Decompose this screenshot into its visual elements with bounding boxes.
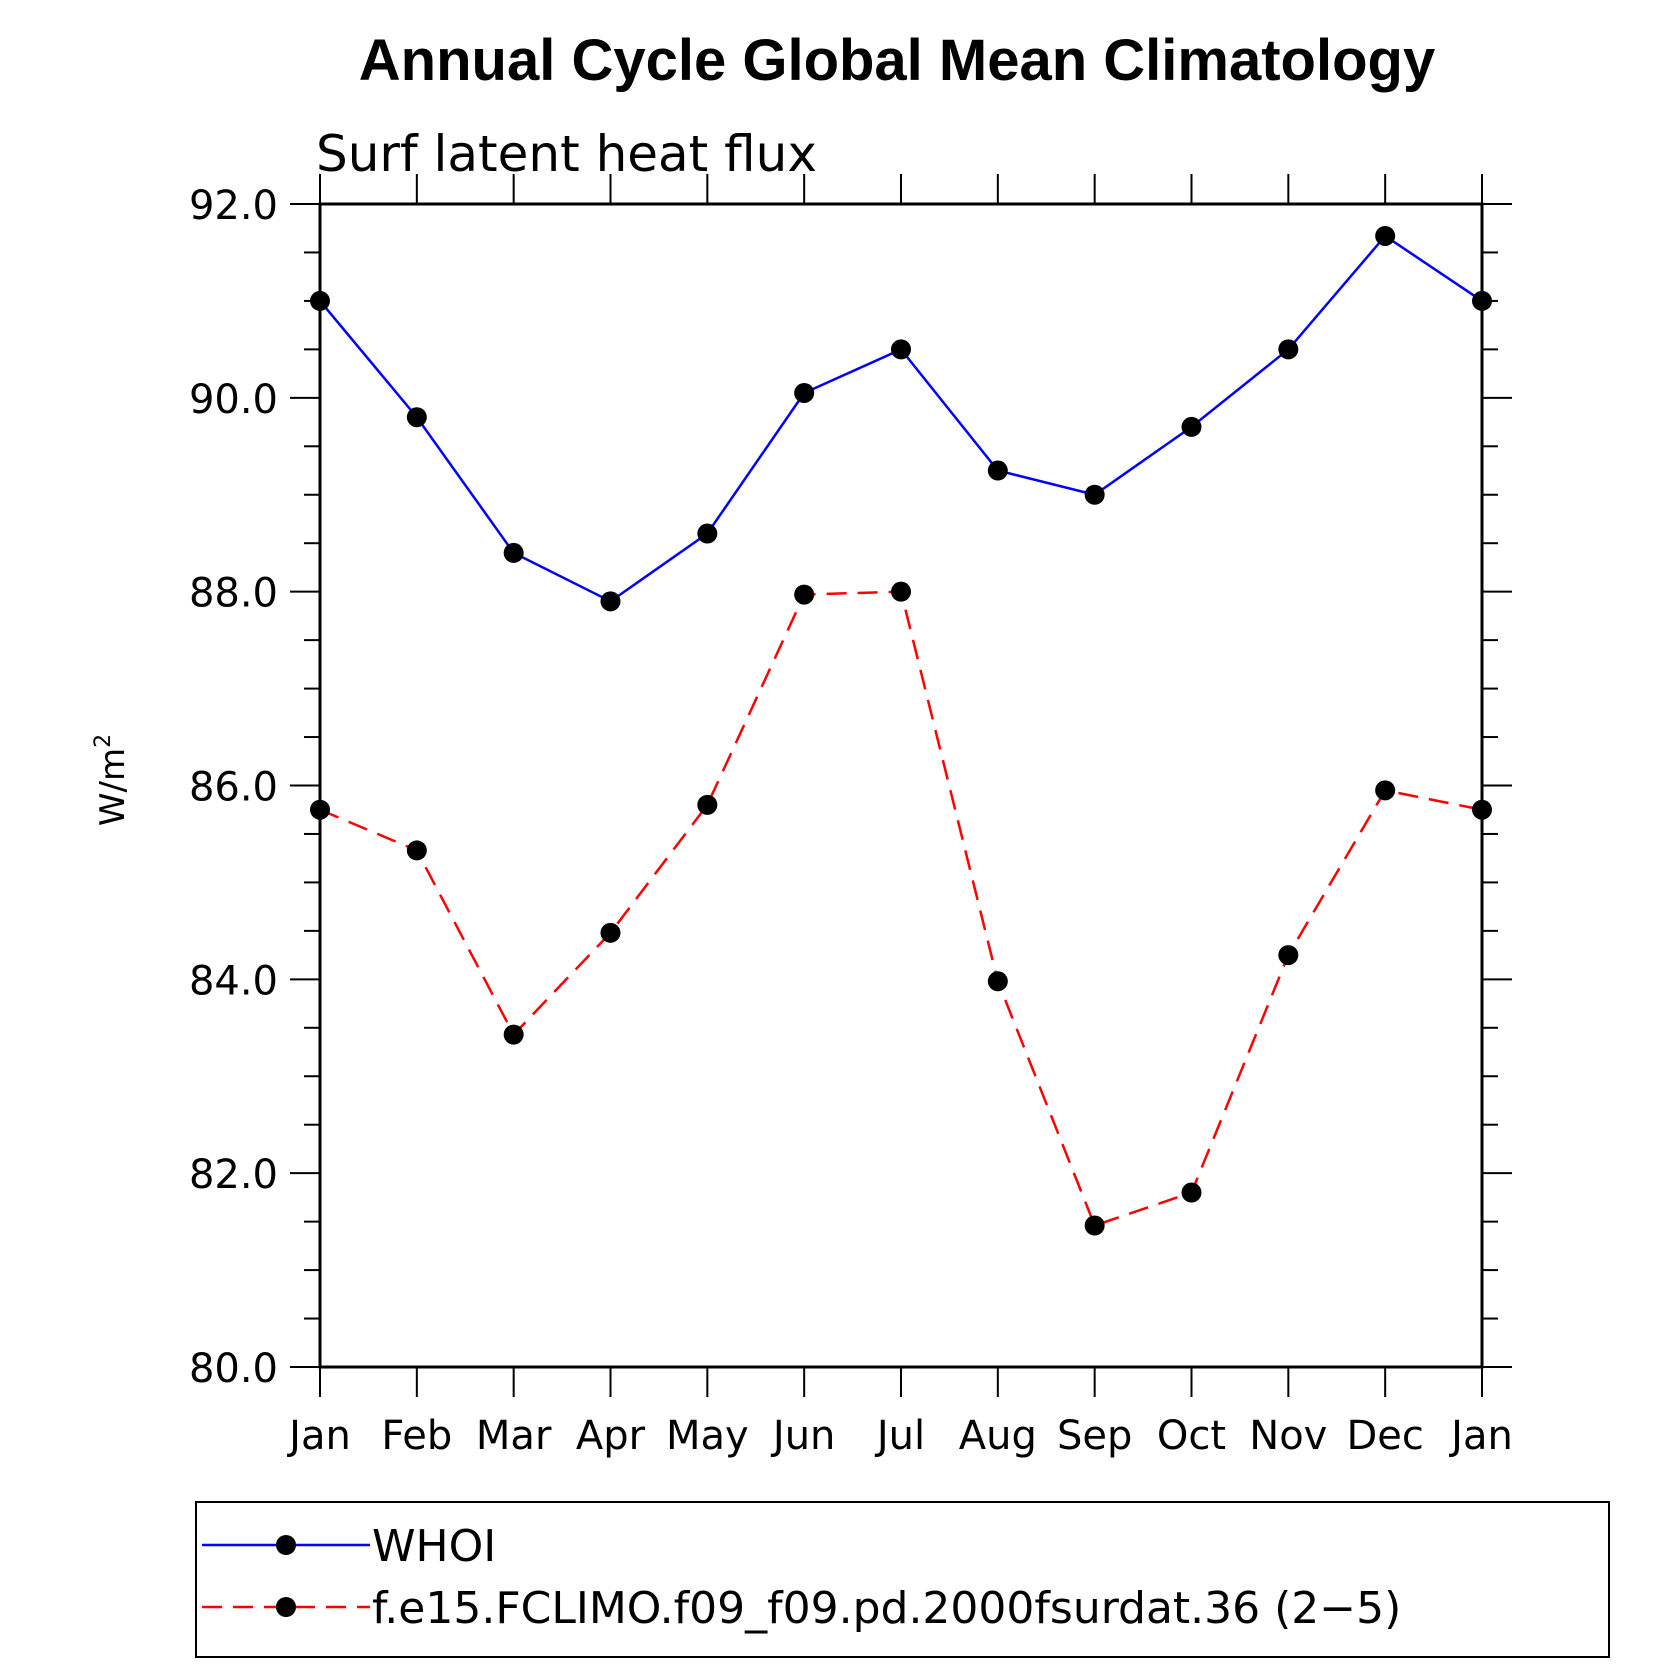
y-tick-label: 84.0	[189, 958, 278, 1004]
x-tick-label: Jul	[874, 1413, 925, 1459]
series-layer	[310, 225, 1492, 1236]
axis-ticks	[290, 174, 1512, 1397]
series-line	[319, 234, 1483, 603]
x-tick-label: Feb	[381, 1413, 452, 1459]
data-point	[891, 581, 911, 602]
data-point	[406, 407, 427, 428]
data-point	[987, 460, 1008, 481]
x-tick-label: Sep	[1057, 1413, 1132, 1459]
data-point	[1375, 225, 1396, 246]
series-2	[310, 581, 1492, 1236]
legend: WHOI f.e15.FCLIMO.f09_f09.pd.2000fsurdat.…	[195, 1501, 1610, 1658]
x-tick-label: Nov	[1249, 1413, 1327, 1459]
series-line	[319, 590, 1483, 1228]
data-point	[406, 840, 427, 861]
data-point	[1181, 1182, 1202, 1203]
y-tick-label: 86.0	[189, 765, 278, 811]
x-tick-label: Apr	[576, 1413, 646, 1459]
data-point	[1278, 945, 1299, 966]
y-axis-label: W/m2	[91, 734, 133, 826]
data-point	[1278, 339, 1299, 360]
data-point	[310, 799, 330, 820]
data-point	[1472, 290, 1492, 311]
plot-frame	[318, 202, 1484, 1369]
data-point	[1472, 799, 1492, 820]
x-tick-label: Aug	[959, 1413, 1037, 1459]
y-tick-label: 80.0	[189, 1346, 278, 1392]
legend-marker	[276, 1597, 296, 1617]
x-tick-labels: Jan Feb Mar Apr May Jun Jul Aug Sep Oct Nov Dec Jan	[286, 1413, 1513, 1459]
y-tick-label: 82.0	[189, 1152, 278, 1198]
x-tick-label: May	[666, 1413, 749, 1459]
data-point	[600, 591, 621, 612]
y-tick-label: 92.0	[189, 183, 278, 229]
data-point	[987, 971, 1008, 992]
data-point	[310, 290, 330, 311]
y-axis-label-superscript: 2	[91, 734, 116, 748]
legend-label: WHOI	[372, 1521, 496, 1572]
x-tick-label: Mar	[476, 1413, 552, 1459]
legend-label: f.e15.FCLIMO.f09_f09.pd.2000fsurdat.36 (…	[372, 1583, 1401, 1634]
data-point	[697, 794, 718, 815]
y-tick-labels: 80.0 82.0 84.0 86.0 88.0 90.0 92.0	[189, 183, 278, 1392]
data-point	[1375, 780, 1396, 801]
data-point	[1084, 1215, 1105, 1236]
x-tick-label: Dec	[1346, 1413, 1423, 1459]
x-tick-label: Jan	[286, 1413, 351, 1459]
data-point	[503, 542, 524, 563]
data-point	[794, 382, 815, 403]
chart-subtitle: Surf latent heat flux	[316, 125, 817, 183]
x-tick-label: Jan	[1448, 1413, 1513, 1459]
data-point	[1084, 484, 1105, 505]
chart-title: Annual Cycle Global Mean Climatology	[359, 28, 1435, 93]
legend-items: WHOI f.e15.FCLIMO.f09_f09.pd.2000fsurdat.…	[202, 1521, 1401, 1634]
y-tick-label: 90.0	[189, 377, 278, 423]
data-point	[697, 523, 718, 544]
legend-marker	[276, 1535, 296, 1555]
y-axis-label-text: W/m	[93, 748, 133, 826]
x-tick-label: Oct	[1157, 1413, 1226, 1459]
legend-frame	[195, 1501, 1610, 1658]
data-point	[503, 1024, 524, 1045]
y-tick-label: 88.0	[189, 571, 278, 617]
x-tick-label: Jun	[770, 1413, 836, 1459]
data-point	[794, 584, 815, 605]
data-point	[891, 339, 911, 360]
series-1	[310, 225, 1492, 612]
data-point	[600, 922, 621, 943]
data-point	[1181, 416, 1202, 437]
